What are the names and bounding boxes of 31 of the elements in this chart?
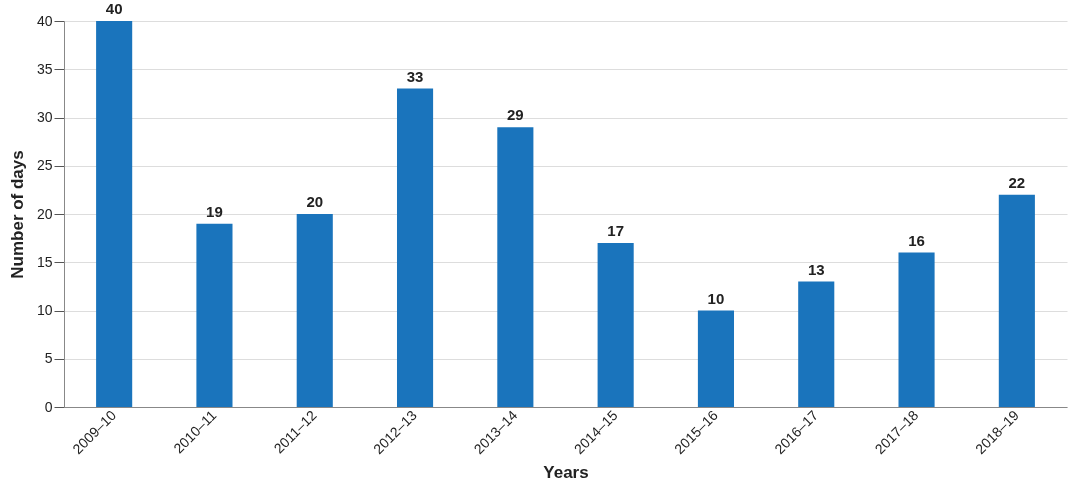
bar (898, 252, 935, 407)
y-tick-label: 5 (44, 350, 53, 367)
bar (697, 310, 734, 407)
bar (397, 88, 434, 407)
bar (798, 281, 835, 407)
data-label: 33 (406, 67, 424, 85)
y-tick-label: 25 (36, 157, 53, 174)
data-label: 10 (707, 289, 725, 307)
bar (998, 194, 1035, 407)
y-tick-label: 30 (36, 109, 53, 125)
data-label: 29 (507, 106, 524, 124)
y-tick-label: 10 (36, 302, 53, 318)
bar (96, 21, 133, 407)
y-tick-label: 40 (36, 12, 53, 29)
bar (196, 223, 233, 407)
y-tick-label: 15 (36, 253, 53, 270)
bar (497, 127, 534, 407)
bar (597, 242, 634, 407)
y-axis-title: Number of days (7, 150, 27, 279)
y-tick-label: 0 (44, 398, 53, 415)
y-tick-label: 20 (36, 205, 53, 222)
data-label: 17 (607, 221, 624, 239)
data-label: 40 (105, 0, 123, 17)
bar (296, 214, 333, 407)
x-axis-title: Years (543, 462, 589, 482)
data-label: 20 (306, 193, 324, 210)
y-tick-label: 35 (36, 60, 53, 77)
data-label: 16 (908, 231, 925, 249)
data-label: 22 (1008, 173, 1026, 191)
data-label: 19 (206, 202, 223, 220)
data-label: 13 (807, 260, 825, 278)
